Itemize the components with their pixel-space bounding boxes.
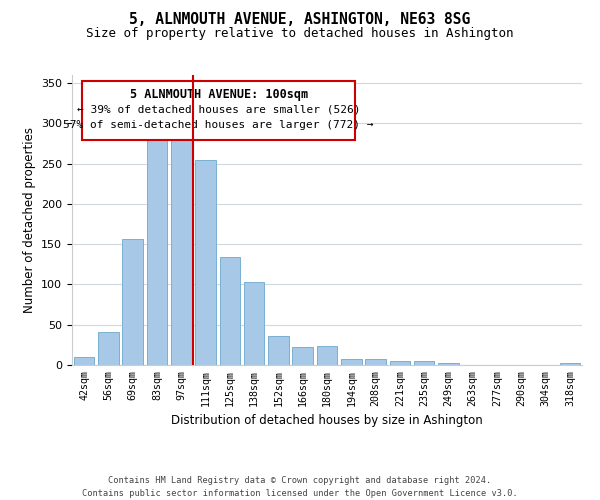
Bar	[74, 357, 94, 365]
Bar	[171, 140, 191, 365]
Bar	[292, 348, 313, 365]
FancyBboxPatch shape	[82, 81, 355, 140]
Text: ← 39% of detached houses are smaller (526): ← 39% of detached houses are smaller (52…	[77, 104, 361, 115]
Y-axis label: Number of detached properties: Number of detached properties	[23, 127, 35, 313]
Bar	[560, 364, 580, 365]
Text: Size of property relative to detached houses in Ashington: Size of property relative to detached ho…	[86, 28, 514, 40]
Text: 57% of semi-detached houses are larger (772) →: 57% of semi-detached houses are larger (…	[64, 120, 374, 130]
Text: 5 ALNMOUTH AVENUE: 100sqm: 5 ALNMOUTH AVENUE: 100sqm	[130, 88, 308, 101]
Text: 5, ALNMOUTH AVENUE, ASHINGTON, NE63 8SG: 5, ALNMOUTH AVENUE, ASHINGTON, NE63 8SG	[130, 12, 470, 28]
X-axis label: Distribution of detached houses by size in Ashington: Distribution of detached houses by size …	[171, 414, 483, 427]
Bar	[341, 360, 362, 365]
Bar	[268, 336, 289, 365]
Bar	[414, 361, 434, 365]
Bar	[146, 140, 167, 365]
Bar	[389, 361, 410, 365]
Bar	[220, 257, 240, 365]
Bar	[244, 282, 265, 365]
Bar	[365, 360, 386, 365]
Bar	[195, 160, 216, 365]
Text: Contains HM Land Registry data © Crown copyright and database right 2024.
Contai: Contains HM Land Registry data © Crown c…	[82, 476, 518, 498]
Bar	[438, 362, 459, 365]
Bar	[98, 332, 119, 365]
Bar	[317, 346, 337, 365]
Bar	[122, 238, 143, 365]
